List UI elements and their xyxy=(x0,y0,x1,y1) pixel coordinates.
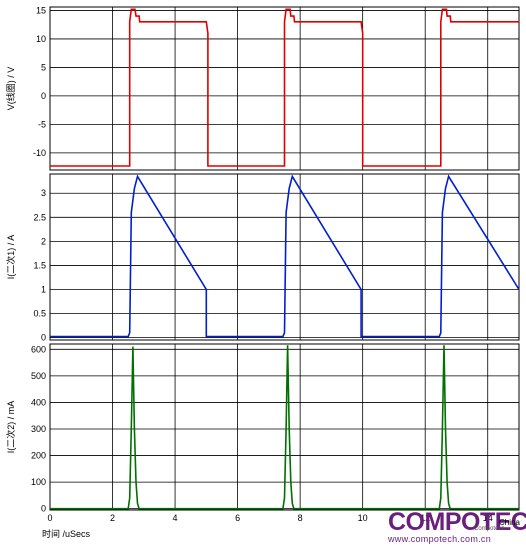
x-tick-label: 8 xyxy=(298,513,303,523)
y-tick-label: 10 xyxy=(36,34,46,44)
brand-logo: COMPOTECH xyxy=(388,508,526,536)
brand-url: www.compotech.com.cn xyxy=(388,534,492,544)
plot-frame xyxy=(49,343,520,511)
brand-region: China xyxy=(499,518,520,527)
panel-secondary1-current: 0 0.5 1 1.5 2 2.5 3 I(二次1) / A xyxy=(5,173,520,343)
y-tick-label: 400 xyxy=(31,397,46,407)
y-tick-label: -5 xyxy=(38,119,46,129)
y-axis-label: I(二次2) / mA xyxy=(5,401,16,454)
y-tick-label: 500 xyxy=(31,371,46,381)
plot-frame xyxy=(49,6,520,171)
x-tick-label: 0 xyxy=(47,513,52,523)
series-line xyxy=(50,174,520,338)
y-axis-label: I(二次1) / A xyxy=(5,235,16,280)
y-tick-label: 600 xyxy=(31,344,46,354)
y-tick-label: 2.5 xyxy=(33,212,46,222)
y-axis-label: V(线圈) / V xyxy=(5,67,16,111)
x-tick-label: 4 xyxy=(173,513,178,523)
x-tick-label: 6 xyxy=(235,513,240,523)
y-tick-label: 300 xyxy=(31,424,46,434)
y-tick-label: 5 xyxy=(41,62,46,72)
x-axis-label: 时间 /uSecs xyxy=(42,529,91,539)
panel-coil-voltage: -10 -5 0 5 10 15 V(线圈) / V xyxy=(5,5,520,171)
y-tick-label: 0 xyxy=(41,333,46,343)
y-tick-label: -10 xyxy=(33,148,46,158)
x-tick-label: 12 xyxy=(420,513,430,523)
panel-secondary2-current: 0 100 200 300 400 500 600 I(二次2) / mA 0 2 4 6 8 10 12 1… xyxy=(5,343,520,523)
series-line xyxy=(50,345,519,510)
y-tick-label: 2 xyxy=(41,236,46,246)
y-tick-label: 15 xyxy=(36,5,46,15)
y-tick-label: 1.5 xyxy=(33,260,46,270)
brand-tag: Compotech xyxy=(474,526,505,532)
plot-frame xyxy=(49,173,520,341)
y-tick-label: 100 xyxy=(31,477,46,487)
y-tick-label: 200 xyxy=(31,451,46,461)
x-tick-label: 14 xyxy=(483,513,493,523)
y-tick-label: 3 xyxy=(41,188,46,198)
y-tick-label: 0 xyxy=(41,91,46,101)
x-tick-label: 2 xyxy=(110,513,115,523)
y-tick-label: 0 xyxy=(41,504,46,514)
y-tick-label: 1 xyxy=(41,284,46,294)
series-line xyxy=(50,8,519,167)
x-tick-label: 10 xyxy=(358,513,368,523)
y-tick-label: 0.5 xyxy=(33,309,46,319)
